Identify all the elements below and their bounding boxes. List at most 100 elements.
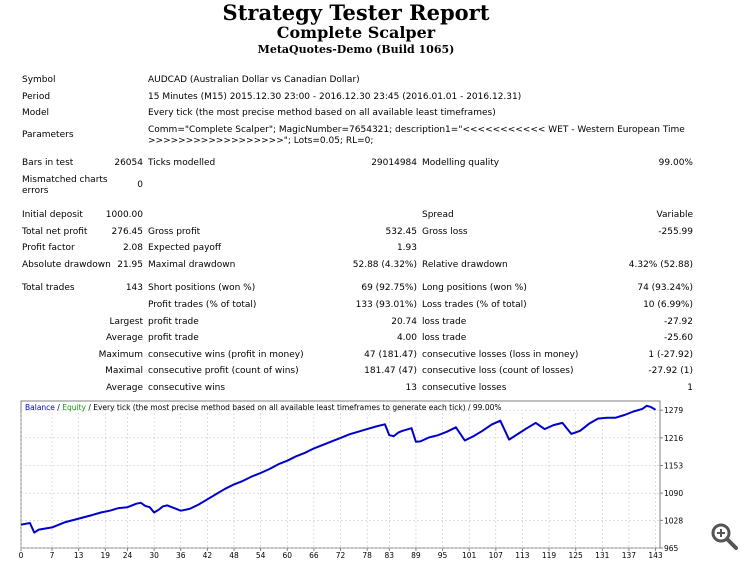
maximal-label: Maximal bbox=[105, 366, 143, 376]
y-tick-label: 1153 bbox=[664, 462, 683, 471]
ticks-label: Ticks modelled bbox=[148, 158, 216, 168]
x-tick-label: 0 bbox=[19, 551, 24, 560]
symbol-label: Symbol bbox=[22, 75, 56, 85]
average-loss-value: -25.60 bbox=[663, 333, 693, 343]
x-tick-label: 66 bbox=[309, 551, 319, 560]
x-tick-label: 72 bbox=[336, 551, 346, 560]
gross-loss-value: -255.99 bbox=[658, 227, 693, 237]
parameters-line-1: Comm="Complete Scalper"; MagicNumber=765… bbox=[148, 125, 685, 135]
net-profit-label: Total net profit bbox=[22, 227, 88, 237]
x-tick-label: 36 bbox=[176, 551, 186, 560]
maximal-consecutive-profit-value: 181.47 (47) bbox=[364, 366, 417, 376]
chart-marks bbox=[20, 404, 657, 534]
x-tick-label: 143 bbox=[648, 551, 663, 560]
quality-label: Modelling quality bbox=[422, 158, 500, 168]
y-tick-label: 1216 bbox=[664, 434, 683, 443]
y-tick-label: 1279 bbox=[664, 406, 683, 415]
long-positions-label: Long positions (won %) bbox=[422, 283, 527, 293]
symbol-value: AUDCAD (Australian Dollar vs Canadian Do… bbox=[148, 75, 360, 85]
expert-name: Complete Scalper bbox=[276, 23, 436, 42]
parameters-label: Parameters bbox=[22, 130, 74, 140]
relative-drawdown-label: Relative drawdown bbox=[422, 260, 508, 270]
ticks-value: 29014984 bbox=[371, 158, 417, 168]
x-tick-label: 42 bbox=[203, 551, 213, 560]
y-tick-label: 965 bbox=[664, 544, 679, 553]
avg-consecutive-wins-label: consecutive wins bbox=[148, 383, 226, 393]
average-consecutive-label: Average bbox=[106, 383, 143, 393]
absolute-drawdown-label: Absolute drawdown bbox=[22, 260, 111, 270]
absolute-drawdown-value: 21.95 bbox=[117, 260, 143, 270]
model-label: Model bbox=[22, 108, 50, 118]
loss-trades-label: Loss trades (% of total) bbox=[422, 300, 527, 310]
x-tick-label: 89 bbox=[411, 551, 421, 560]
total-trades-label: Total trades bbox=[22, 283, 75, 293]
period-value: 15 Minutes (M15) 2015.12.30 23:00 - 2016… bbox=[148, 92, 522, 102]
max-consecutive-wins-value: 47 (181.47) bbox=[364, 350, 417, 360]
short-positions-value: 69 (92.75%) bbox=[361, 283, 417, 293]
chart-grid: 0 7 13 19 24 30 36 42 48 54 60 66 72 78 83 89 95 101 107 11… bbox=[19, 406, 684, 560]
x-tick-label: 95 bbox=[438, 551, 448, 560]
gross-profit-value: 532.45 bbox=[385, 227, 418, 237]
gross-profit-label: Gross profit bbox=[148, 227, 201, 237]
quality-value: 99.00% bbox=[658, 158, 693, 168]
average-profit-label: profit trade bbox=[148, 333, 199, 343]
model-value: Every tick (the most precise method base… bbox=[148, 108, 496, 118]
x-tick-label: 137 bbox=[622, 551, 637, 560]
average-label: Average bbox=[106, 333, 143, 343]
largest-loss-value: -27.92 bbox=[663, 317, 693, 327]
server-build: MetaQuotes-Demo (Build 1065) bbox=[257, 43, 455, 56]
x-tick-label: 19 bbox=[101, 551, 111, 560]
profit-trades-label: Profit trades (% of total) bbox=[148, 300, 257, 310]
expected-payoff-label: Expected payoff bbox=[148, 243, 222, 253]
average-loss-label: loss trade bbox=[422, 333, 467, 343]
balance-chart: 0 7 13 19 24 30 36 42 48 54 60 66 72 78 83 89 95 101 107 11… bbox=[19, 400, 684, 560]
y-tick-label: 1090 bbox=[664, 489, 683, 498]
legend-balance: Balance bbox=[25, 403, 55, 412]
largest-profit-value: 20.74 bbox=[391, 317, 417, 327]
maximal-consecutive-profit-label: consecutive profit (count of wins) bbox=[148, 366, 299, 376]
short-positions-label: Short positions (won %) bbox=[148, 283, 256, 293]
spread-label: Spread bbox=[422, 210, 454, 220]
x-tick-label: 119 bbox=[542, 551, 557, 560]
x-tick-label: 60 bbox=[282, 551, 292, 560]
x-tick-label: 30 bbox=[149, 551, 159, 560]
maximal-consecutive-loss-label: consecutive loss (count of losses) bbox=[422, 366, 574, 376]
largest-loss-label: loss trade bbox=[422, 317, 467, 327]
mismatch-label-1: Mismatched charts bbox=[22, 175, 108, 185]
max-consecutive-wins-label: consecutive wins (profit in money) bbox=[148, 350, 304, 360]
period-label: Period bbox=[22, 92, 51, 102]
chart-legend: Balance / Equity / Every tick (the most … bbox=[25, 403, 502, 412]
profit-factor-label: Profit factor bbox=[22, 243, 75, 253]
mismatch-value: 0 bbox=[137, 180, 143, 190]
x-tick-label: 107 bbox=[489, 551, 504, 560]
x-tick-label: 48 bbox=[229, 551, 239, 560]
total-trades-value: 143 bbox=[125, 283, 143, 293]
max-consecutive-losses-value: 1 (-27.92) bbox=[648, 350, 693, 360]
x-tick-label: 83 bbox=[385, 551, 395, 560]
maximal-consecutive-loss-value: -27.92 (1) bbox=[648, 366, 693, 376]
maximal-drawdown-value: 52.88 (4.32%) bbox=[352, 260, 417, 270]
x-tick-label: 101 bbox=[462, 551, 477, 560]
x-tick-label: 24 bbox=[123, 551, 133, 560]
largest-profit-label: profit trade bbox=[148, 317, 199, 327]
profit-factor-value: 2.08 bbox=[122, 243, 143, 253]
legend-rest: / Every tick (the most precise method ba… bbox=[86, 403, 502, 412]
average-profit-value: 4.00 bbox=[396, 333, 417, 343]
loss-trades-value: 10 (6.99%) bbox=[643, 300, 693, 310]
relative-drawdown-value: 4.32% (52.88) bbox=[628, 260, 693, 270]
expected-payoff-value: 1.93 bbox=[396, 243, 417, 253]
maximal-drawdown-label: Maximal drawdown bbox=[148, 260, 236, 270]
max-consecutive-losses-label: consecutive losses (loss in money) bbox=[422, 350, 579, 360]
x-tick-label: 125 bbox=[569, 551, 584, 560]
x-tick-label: 78 bbox=[362, 551, 372, 560]
zoom-in-icon[interactable] bbox=[709, 521, 739, 551]
maximum-label: Maximum bbox=[98, 350, 143, 360]
x-tick-label: 131 bbox=[595, 551, 610, 560]
bars-value: 26054 bbox=[114, 158, 143, 168]
gross-loss-label: Gross loss bbox=[422, 227, 468, 237]
y-tick-label: 1028 bbox=[664, 516, 683, 525]
avg-consecutive-losses-label: consecutive losses bbox=[422, 383, 507, 393]
deposit-value: 1000.00 bbox=[105, 210, 143, 220]
bars-label: Bars in test bbox=[22, 158, 74, 168]
largest-label: Largest bbox=[109, 317, 143, 327]
